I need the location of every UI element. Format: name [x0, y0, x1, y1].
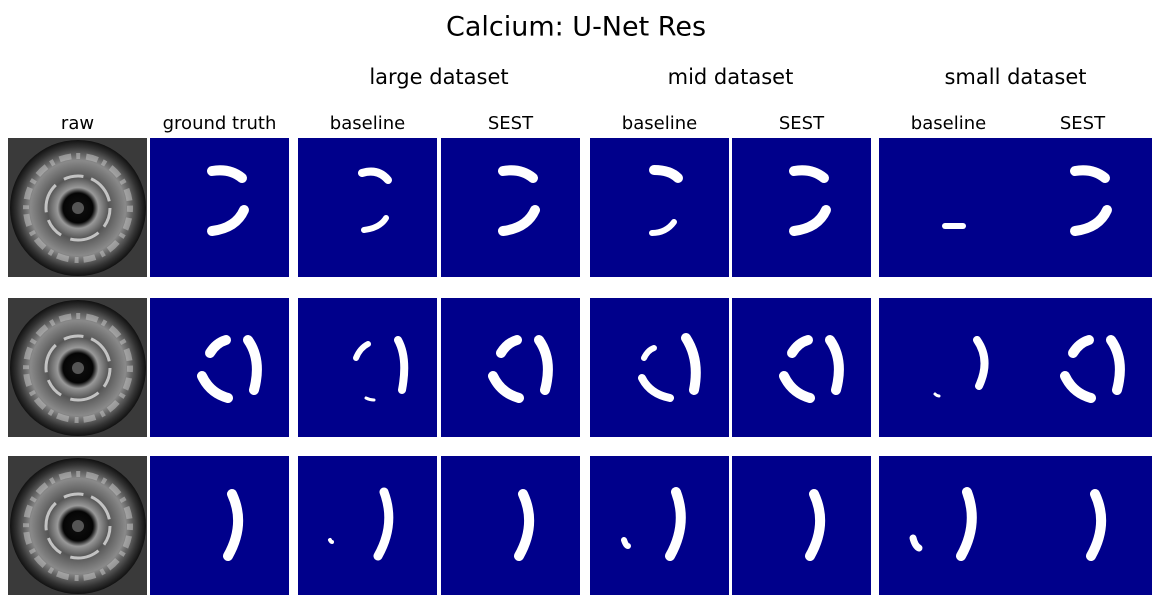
mask-background — [150, 298, 289, 437]
panel — [150, 456, 289, 595]
panel — [441, 298, 580, 437]
mask-background — [732, 138, 871, 277]
panel — [1013, 456, 1152, 595]
column-label: SEST — [488, 113, 534, 134]
panel — [732, 298, 871, 437]
panel — [298, 138, 437, 277]
group-label: mid dataset — [668, 65, 794, 89]
panel — [150, 298, 289, 437]
panel — [590, 456, 729, 595]
panel — [441, 456, 580, 595]
column-label: SEST — [1060, 113, 1106, 134]
column-label: raw — [61, 113, 94, 134]
mask-background — [732, 298, 871, 437]
mask-background — [590, 138, 729, 277]
column-label: baseline — [330, 113, 405, 134]
column-label: baseline — [911, 113, 986, 134]
mask-background — [1013, 138, 1152, 277]
column-label: SEST — [779, 113, 825, 134]
panel — [590, 138, 729, 277]
panel — [8, 456, 147, 595]
group-label: large dataset — [369, 65, 508, 89]
calcium-region — [624, 540, 628, 546]
panel — [298, 456, 437, 595]
mask-background — [298, 456, 437, 595]
panel — [1013, 298, 1152, 437]
figure: Calcium: U-Net Res large dataset mid data… — [0, 0, 1153, 595]
panel — [590, 298, 729, 437]
mask-background — [441, 138, 580, 277]
mask-background — [879, 456, 1018, 595]
mask-background — [1013, 298, 1152, 437]
panel — [8, 298, 147, 437]
mask-background — [441, 298, 580, 437]
raw-catheter — [72, 362, 84, 374]
mask-background — [298, 138, 437, 277]
panel — [150, 138, 289, 277]
mask-background — [1013, 456, 1152, 595]
raw-catheter — [72, 520, 84, 532]
group-label: small dataset — [944, 65, 1086, 89]
mask-background — [150, 456, 289, 595]
panel — [732, 456, 871, 595]
mask-background — [590, 298, 729, 437]
mask-background — [590, 456, 729, 595]
calcium-region — [330, 540, 332, 542]
panel — [879, 298, 1018, 437]
panel — [441, 138, 580, 277]
panel — [879, 138, 1018, 277]
mask-background — [879, 298, 1018, 437]
panel — [298, 298, 437, 437]
mask-background — [441, 456, 580, 595]
mask-background — [879, 138, 1018, 277]
mask-background — [298, 298, 437, 437]
column-label: ground truth — [163, 113, 277, 134]
panel-grid — [8, 138, 1152, 595]
panel — [8, 138, 147, 277]
panel — [1013, 138, 1152, 277]
mask-background — [732, 456, 871, 595]
mask-background — [150, 138, 289, 277]
raw-catheter — [72, 202, 84, 214]
panel — [879, 456, 1018, 595]
column-label: baseline — [622, 113, 697, 134]
panel — [732, 138, 871, 277]
figure-title: Calcium: U-Net Res — [446, 12, 706, 43]
